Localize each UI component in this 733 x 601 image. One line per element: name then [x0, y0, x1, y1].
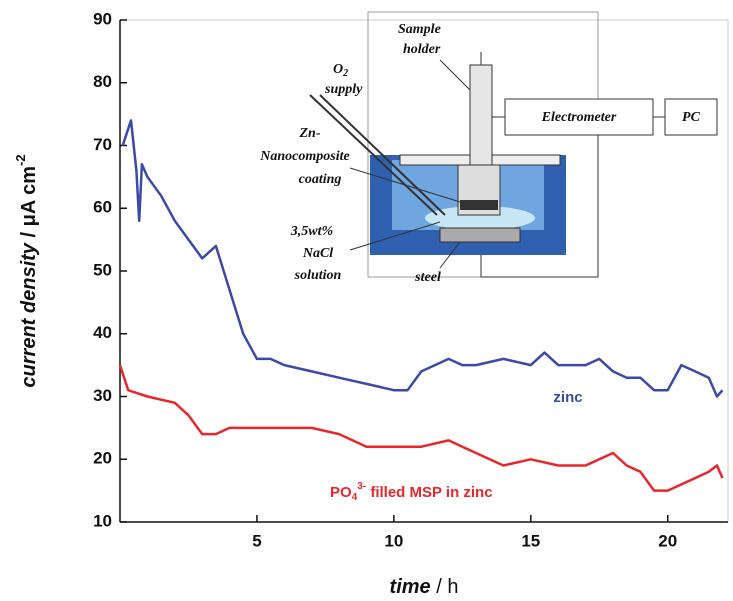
- y-tick-label: 60: [93, 198, 112, 217]
- inset-label: Nanocomposite: [259, 149, 349, 164]
- label-part: current density: [18, 242, 40, 387]
- label-part: / μA cm: [18, 166, 40, 243]
- inset-label: solution: [294, 268, 342, 283]
- inset-label: Electrometer: [541, 110, 617, 125]
- pointer: [439, 59, 471, 91]
- pointer: [349, 221, 441, 251]
- inset-label: NaCl: [302, 246, 333, 261]
- y-tick-label: 80: [93, 72, 112, 91]
- x-tick-label: 5: [252, 531, 261, 550]
- o2-tube: [309, 94, 438, 216]
- pointer: [439, 241, 461, 269]
- x-axis-title: time / h: [390, 576, 459, 598]
- pc-box: [664, 98, 718, 136]
- series-label: PO43- filled MSP in zinc: [330, 481, 493, 503]
- series-label: zinc: [553, 389, 582, 406]
- coating-sample: [460, 200, 498, 210]
- x-tick-label: 20: [658, 531, 677, 550]
- inset-label: steel: [414, 270, 441, 285]
- o2-tube: [319, 94, 446, 216]
- y-tick-label: 50: [93, 260, 112, 279]
- y-tick-label: 30: [93, 386, 112, 405]
- y-tick-label: 90: [93, 9, 112, 28]
- label-part: time: [390, 576, 431, 598]
- series-line: [121, 119, 724, 398]
- y-axis-title: current density / μA cm-2: [13, 154, 40, 387]
- x-tick-label: 10: [384, 531, 403, 550]
- steel: [439, 227, 521, 243]
- solution: [425, 206, 535, 230]
- y-tick-label: 20: [93, 449, 112, 468]
- series-line: [118, 364, 724, 492]
- label-part: 4: [352, 492, 358, 503]
- inset-label: supply: [324, 82, 363, 97]
- label-part: PO: [330, 484, 352, 501]
- label-part: O: [333, 62, 343, 77]
- x-tick-label: 15: [521, 531, 540, 550]
- label-part: 3-: [357, 481, 366, 492]
- y-tick-label: 10: [93, 511, 112, 530]
- y-tick-label: 40: [93, 323, 112, 342]
- sample-holder: [469, 64, 493, 166]
- pointer: [349, 167, 471, 206]
- inset-diagram: O2 supply Sample holder Electrometer PC …: [259, 11, 718, 285]
- inset-label: coating: [299, 172, 342, 187]
- inset-label: O2: [333, 62, 348, 79]
- label-part: -2: [13, 154, 28, 166]
- inset-label: 3,5wt%: [290, 224, 333, 239]
- inset-label: Zn-: [299, 126, 321, 141]
- inset-label: PC: [682, 110, 701, 125]
- wire: [480, 135, 599, 278]
- label-part: 2: [342, 68, 348, 79]
- inset-label: holder: [403, 42, 441, 57]
- label-part: filled MSP in zinc: [366, 484, 492, 501]
- inset-label: Sample: [398, 22, 441, 37]
- label-part: / h: [431, 576, 459, 598]
- y-tick-label: 70: [93, 135, 112, 154]
